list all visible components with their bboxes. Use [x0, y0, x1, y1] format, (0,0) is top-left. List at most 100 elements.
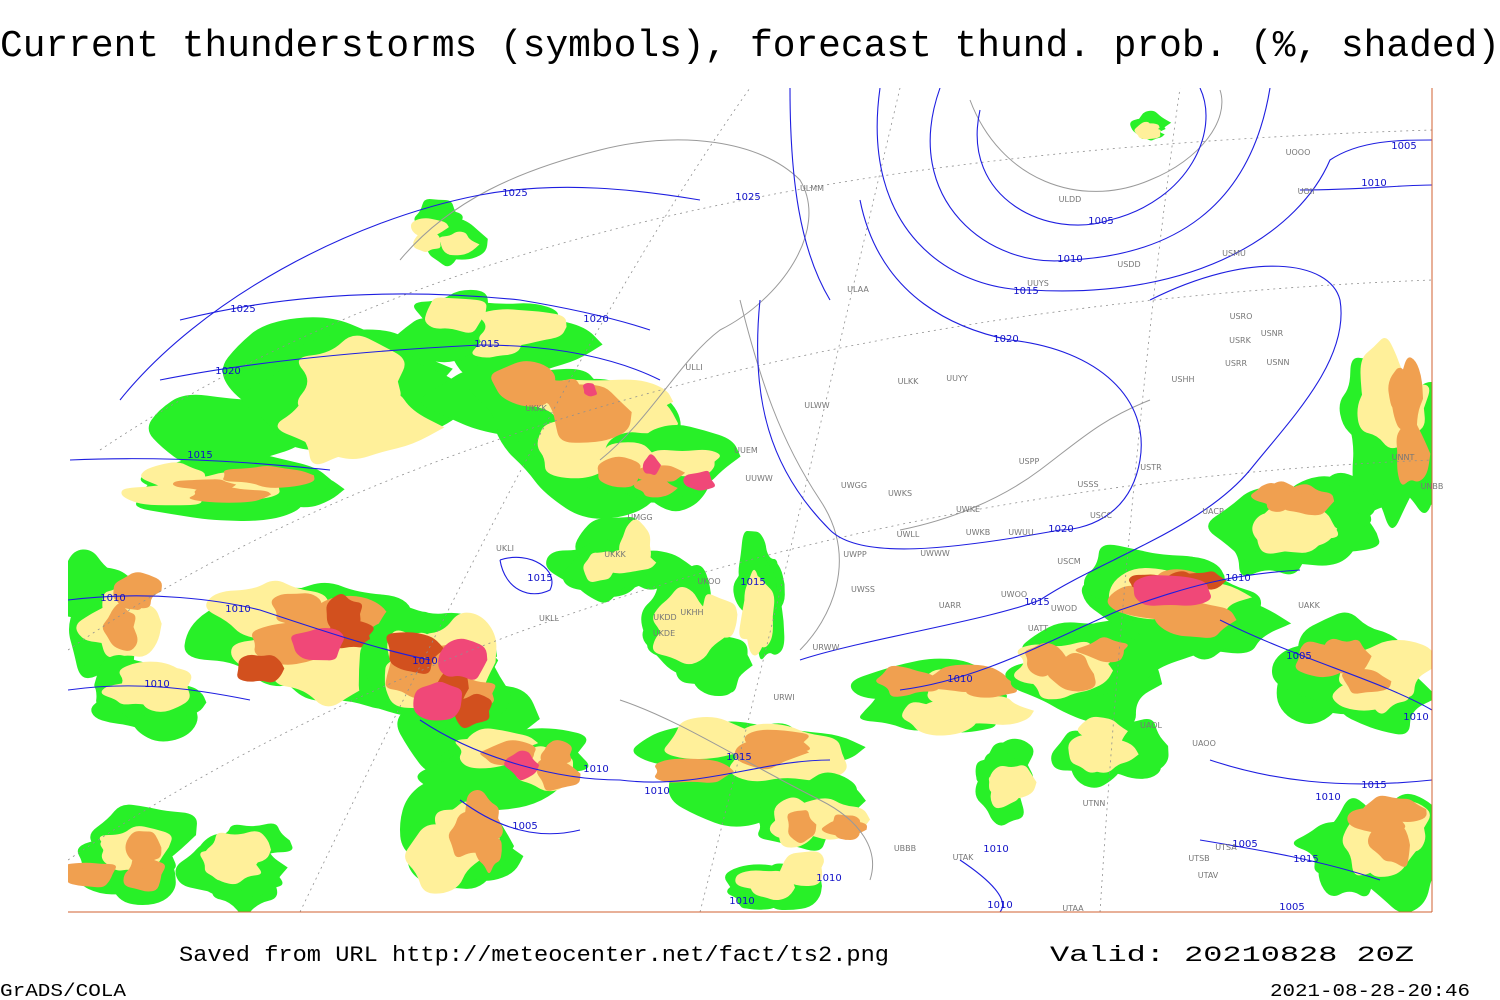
station-label: UKLI	[496, 544, 514, 553]
isobar-label: 1010	[583, 764, 608, 775]
station-label: USMU	[1222, 249, 1246, 258]
probability-area	[439, 231, 480, 256]
station-label: UOOO	[1286, 148, 1311, 157]
probability-area	[902, 702, 980, 736]
station-label: UWWW	[920, 549, 950, 558]
station-label: UUYY	[946, 374, 968, 383]
probability-area	[744, 569, 765, 644]
station-label: UTAV	[1198, 871, 1219, 880]
isobar-label: 1025	[735, 192, 760, 203]
thunderstorm-symbols	[438, 638, 488, 680]
isobar-label: 1020	[583, 314, 608, 325]
probability-area	[602, 550, 657, 574]
probability-area	[172, 479, 237, 492]
isobar-label: 1010	[1361, 178, 1386, 189]
thunderstorm-symbols	[291, 628, 344, 661]
probability-area	[634, 478, 678, 498]
station-label: ULWW	[804, 401, 829, 410]
station-label: ULLI	[685, 363, 702, 372]
station-label: UWGG	[841, 481, 867, 490]
thunderstorm-symbols	[642, 454, 661, 476]
station-label: USHH	[1172, 375, 1195, 384]
source-url: Saved from URL http://meteocenter.net/fa…	[179, 943, 889, 968]
station-label: USCC	[1090, 511, 1113, 520]
station-label: UWPP	[843, 550, 867, 559]
station-label: UNNT	[1392, 453, 1415, 462]
valid-time: Valid: 20210828 20Z	[1050, 943, 1414, 968]
probability-area	[410, 218, 449, 238]
probability-area	[413, 232, 441, 253]
isobar-label: 1005	[1286, 651, 1311, 662]
probability-area	[223, 466, 315, 488]
probability-area	[130, 667, 192, 712]
station-label: UWOO	[1001, 590, 1027, 599]
probability-area	[114, 578, 150, 610]
isobar-label: 1010	[144, 679, 169, 690]
probability-area	[1077, 716, 1128, 751]
isobars	[68, 88, 1432, 912]
thunderstorm-symbols	[413, 681, 463, 721]
probability-area	[778, 851, 824, 886]
station-label: UWSS	[851, 585, 875, 594]
software: GrADS/COLA	[0, 982, 126, 1000]
station-label: URWW	[813, 643, 840, 652]
station-label: UARR	[939, 601, 962, 610]
isobar-label: 1010	[412, 656, 437, 667]
probability-area	[1025, 642, 1068, 677]
probability-area	[448, 811, 489, 858]
station-label: USDD	[1117, 260, 1140, 269]
isobar-label: 1010	[1403, 712, 1428, 723]
probability-area	[202, 831, 272, 866]
station-label: UWKB	[966, 528, 991, 537]
isobar-label: 1005	[1279, 902, 1304, 913]
isobar-label: 1010	[816, 873, 841, 884]
thunderstorm-symbols	[1133, 575, 1211, 606]
station-label: USPP	[1019, 457, 1040, 466]
isobar-label: 1020	[215, 366, 240, 377]
station-label: USNN	[1267, 358, 1290, 367]
probability-area	[1295, 641, 1358, 678]
isobar-label: 1015	[474, 339, 499, 350]
isobar-label: 1020	[993, 334, 1018, 345]
station-label: USRR	[1225, 359, 1247, 368]
thunderstorm-symbols	[583, 382, 597, 397]
station-label: ULAA	[847, 285, 869, 294]
station-label: UKDD	[653, 613, 676, 622]
probability-area	[876, 665, 941, 697]
station-label: UUWW	[745, 474, 773, 483]
station-label: ULKK	[898, 377, 920, 386]
isobar-label: 1010	[1225, 573, 1250, 584]
probability-area	[237, 654, 285, 683]
probability-area	[102, 603, 138, 651]
probability-area	[1367, 823, 1410, 867]
station-label: USCM	[1057, 557, 1081, 566]
probability-area	[997, 769, 1035, 799]
station-label: UKOO	[697, 577, 720, 586]
isobar-label: 1005	[1391, 141, 1416, 152]
station-label: UOII	[1298, 187, 1315, 196]
probability-area	[1254, 481, 1304, 512]
probability-area	[479, 309, 567, 348]
station-label: UWUU	[1008, 528, 1034, 537]
isobar-label: 1020	[1048, 524, 1073, 535]
isobar-label: 1010	[225, 604, 250, 615]
title: Current thunderstorms (symbols), forecas…	[0, 25, 1500, 68]
isobar-label: 1015	[1361, 780, 1386, 791]
probability-area	[734, 738, 810, 770]
station-label: UAOL	[1140, 721, 1162, 730]
isobar-label: 1015	[1024, 597, 1049, 608]
station-label: UTSB	[1188, 854, 1209, 863]
station-label: UACP	[1202, 507, 1224, 516]
station-label: USRK	[1229, 336, 1251, 345]
probability-area	[297, 335, 405, 427]
isobar-label: 1010	[729, 896, 754, 907]
probability-area	[652, 607, 725, 665]
isobar-label: 1015	[1293, 854, 1318, 865]
isobar-label: 1010	[1315, 792, 1340, 803]
probability-area	[1362, 795, 1427, 823]
station-label: UKDE	[653, 629, 675, 638]
station-label: USNR	[1261, 329, 1284, 338]
station-label: ULDD	[1059, 195, 1082, 204]
isobar-label: 1010	[644, 786, 669, 797]
